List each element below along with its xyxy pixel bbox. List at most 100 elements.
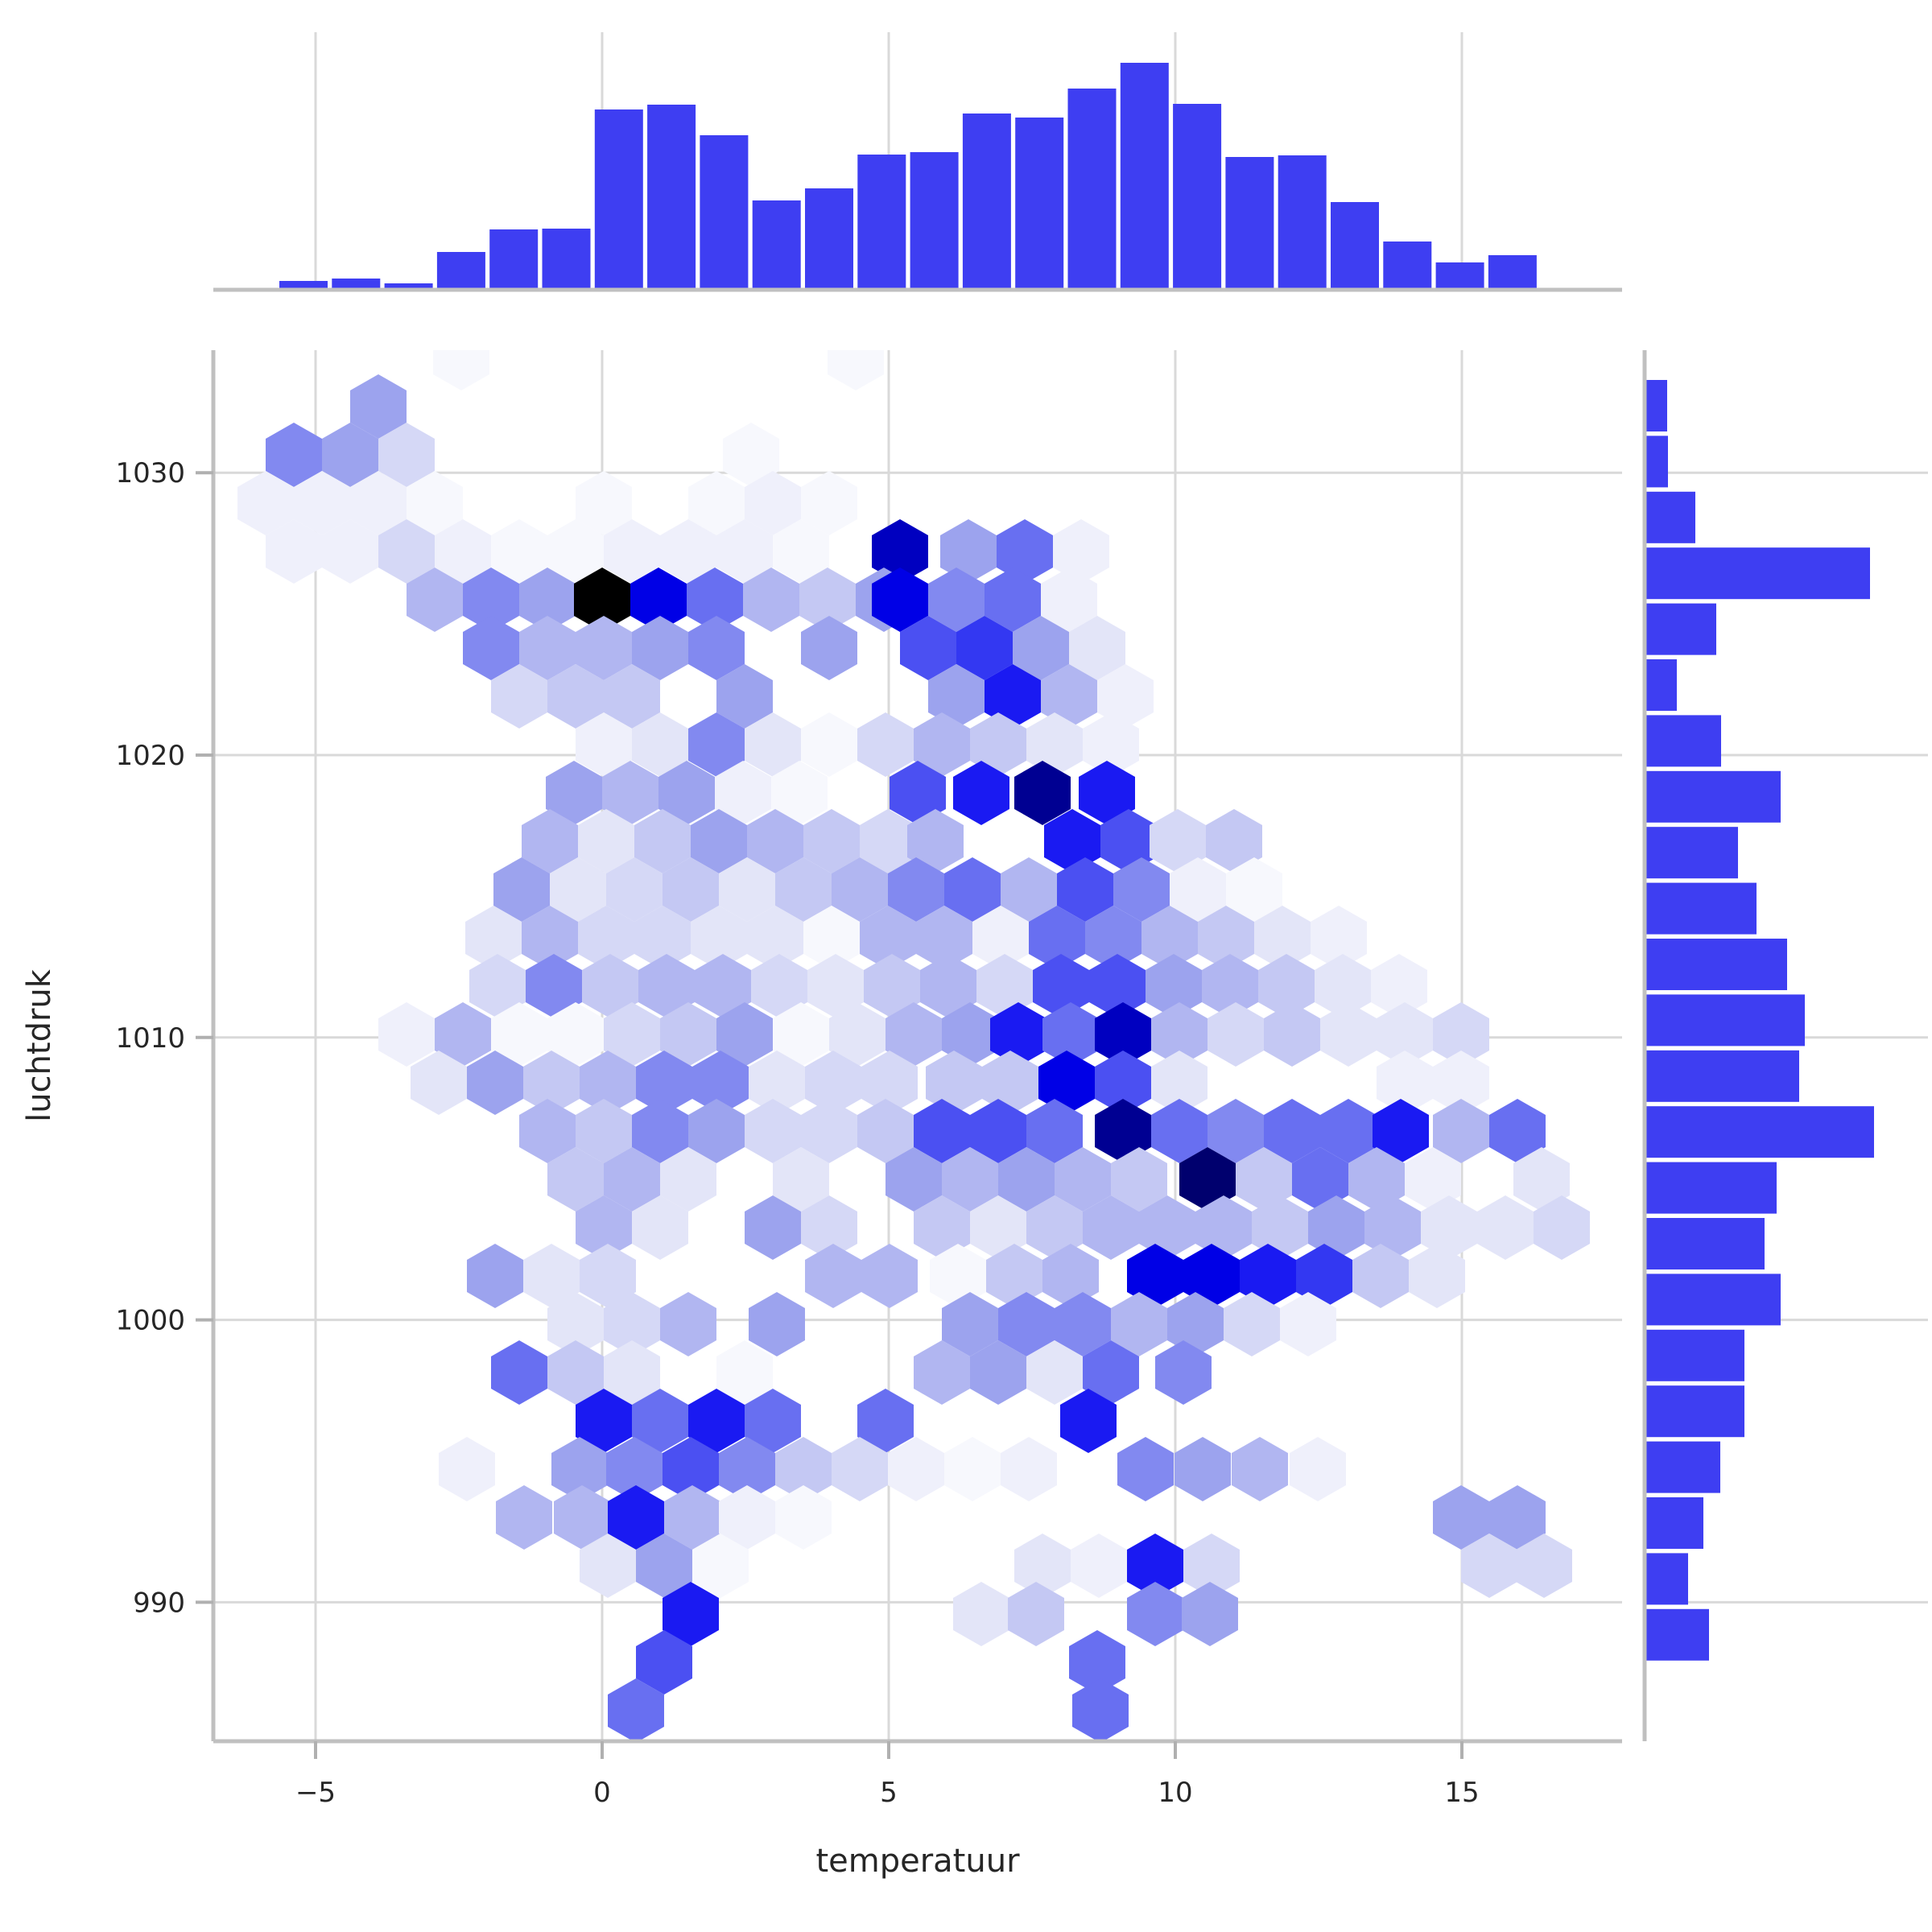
hexbin-cell — [411, 1051, 467, 1115]
hexbin-cell — [1155, 1340, 1212, 1405]
hexbin-cell — [636, 1630, 692, 1695]
hexbin-cell — [435, 519, 491, 584]
hexbin-cell — [294, 471, 350, 535]
hexbin-cell — [578, 809, 634, 873]
hexbin-cell — [491, 1340, 547, 1405]
hexbin-cell — [716, 1002, 773, 1067]
hexbin-cell — [1095, 1051, 1151, 1115]
hexbin-cell — [576, 616, 632, 680]
hexbin-cell — [1150, 809, 1206, 873]
top-hist-bar — [1435, 262, 1484, 290]
hexbin-cell — [688, 616, 745, 680]
hexbin-cell — [719, 857, 775, 922]
top-hist-bar — [805, 188, 853, 290]
hexbin-cell — [632, 712, 688, 777]
hexbin-cell — [970, 1099, 1026, 1163]
hexbin-cell — [1258, 954, 1315, 1018]
tick-labels: −5 0 5 10 15 990 1000 1010 1020 1030 — [115, 457, 1479, 1809]
hexbin-cell — [1008, 1582, 1064, 1646]
hexbin-cell — [1127, 1534, 1183, 1598]
hexbin-cell — [1001, 1437, 1057, 1501]
hexbin-cell — [872, 568, 928, 632]
hexbin-cell — [976, 954, 1033, 1018]
hexbin-cell — [716, 1340, 773, 1405]
hexbin-cell — [547, 1292, 604, 1356]
hexbin-cell — [861, 1051, 918, 1115]
axes-ticks — [196, 471, 1463, 1759]
hexbin-cell — [350, 471, 407, 535]
hexbin-cell — [1069, 616, 1125, 680]
hexbin-cell — [953, 761, 1009, 825]
hexbin-cell — [801, 616, 857, 680]
hexbin-cell — [1026, 1099, 1083, 1163]
hexbin-cell — [1151, 1002, 1208, 1067]
axes-spines — [211, 287, 1647, 1744]
hexbin-cell — [807, 954, 864, 1018]
right-hist-bar — [1646, 1274, 1781, 1326]
hexbin-cell — [463, 616, 519, 680]
hexbin-cell — [1232, 1437, 1288, 1501]
hexbin-cell — [522, 906, 578, 970]
hexbin-cell — [606, 1437, 663, 1501]
hexbin-cell — [688, 712, 745, 777]
hexbin-cell — [1139, 1195, 1195, 1260]
hexbin-cell — [803, 809, 860, 873]
hexbin-cell — [920, 954, 976, 1018]
right-hist-bar — [1646, 715, 1721, 767]
right-histogram-bars — [1646, 380, 1874, 1661]
hexbin-cell — [578, 906, 634, 970]
hexbin-cell — [1095, 1002, 1151, 1067]
hexbin-cell — [861, 1244, 918, 1308]
hexbin-cells — [237, 350, 1590, 1741]
hexbin-cell — [576, 1099, 632, 1163]
right-hist-bar — [1646, 1218, 1765, 1269]
hexbin-cell — [658, 761, 715, 825]
hexbin-cell — [632, 1389, 688, 1453]
hexbin-cell — [1320, 1099, 1377, 1163]
hexbin-cell — [636, 1534, 692, 1598]
hexbin-cell — [828, 350, 884, 390]
x-tick-label: 0 — [593, 1777, 611, 1809]
hexbin-cell — [1111, 1147, 1167, 1212]
hexbin-cell — [496, 1485, 552, 1550]
hexbin-cell — [914, 1340, 970, 1405]
hexbin-cell — [1264, 1002, 1320, 1067]
hexbin-cell — [1113, 857, 1170, 922]
right-hist-bar — [1646, 491, 1695, 543]
hexbin-cell — [749, 1051, 805, 1115]
hexbin-cell — [322, 423, 378, 487]
hexbin-cell — [580, 1244, 636, 1308]
hexbin-cell — [1146, 954, 1202, 1018]
hexbin-cell — [604, 1147, 660, 1212]
hexbin-cell — [1042, 1244, 1099, 1308]
hexbin-cell — [1170, 857, 1226, 922]
right-hist-bar — [1646, 1497, 1703, 1549]
top-hist-bar — [1383, 242, 1432, 290]
hexbin-cell — [435, 1002, 491, 1067]
hexbin-cell — [1069, 1630, 1125, 1695]
hexbin-cell — [522, 809, 578, 873]
hexbin-cell — [465, 906, 522, 970]
right-hist-bar — [1646, 882, 1757, 935]
hexbin-cell — [1433, 1099, 1489, 1163]
hexbin-cell — [1489, 1099, 1546, 1163]
hexbin-cell — [773, 1147, 829, 1212]
hexbin-cell — [857, 712, 914, 777]
top-hist-bar — [1278, 155, 1327, 290]
hexbin-cell — [1060, 1389, 1117, 1453]
right-hist-bar — [1646, 770, 1781, 823]
hexbin-cell — [1252, 1195, 1308, 1260]
hexbin-cell — [1089, 954, 1146, 1018]
hexbin-cell — [1026, 1195, 1083, 1260]
hexbin-cell — [547, 664, 604, 729]
hexbin-cell — [719, 1485, 775, 1550]
hexbin-cell — [439, 1437, 495, 1501]
hexbin-cell — [914, 1099, 970, 1163]
hexbin-cell — [942, 1147, 998, 1212]
hexbin-cell — [350, 374, 407, 439]
hexbin-cell — [1111, 1292, 1167, 1356]
hexbin-cell — [745, 1099, 801, 1163]
hexbin-cell — [1264, 1099, 1320, 1163]
hexbin-cell — [773, 519, 829, 584]
hexbin-cell — [1083, 1195, 1139, 1260]
